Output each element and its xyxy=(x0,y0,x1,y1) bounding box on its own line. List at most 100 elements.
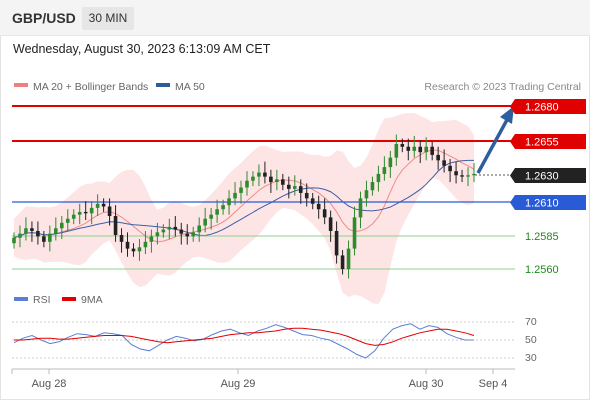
candle-body xyxy=(269,176,273,183)
x-axis: Aug 28 Aug 29 Aug 30 Sep 4 xyxy=(11,368,515,390)
candle-body xyxy=(430,146,434,155)
candle-body xyxy=(191,232,196,237)
legend-top: MA 20 + Bollinger Bands MA 50 Research ©… xyxy=(14,81,581,93)
candle-body xyxy=(71,214,76,219)
timeframe-badge[interactable]: 30 MIN xyxy=(82,7,134,30)
trend-arrow-head xyxy=(500,106,514,124)
rsi-panel: 70 50 30 xyxy=(12,316,537,364)
bollinger-band-area xyxy=(14,113,474,305)
ma9-legend-label: 9MA xyxy=(81,294,103,306)
candle-body xyxy=(18,233,22,238)
candle-body xyxy=(30,228,34,231)
candle-body xyxy=(221,205,225,210)
ma50-line xyxy=(13,159,474,239)
rsi-tick-50: 50 xyxy=(525,334,537,346)
candle-body xyxy=(83,211,88,214)
candle-body xyxy=(448,165,452,172)
candle-body xyxy=(340,255,345,269)
candle-body xyxy=(233,192,237,199)
candle-body xyxy=(101,203,106,207)
level-labels: 1.2680 1.2655 1.2630 1.2610 1.2585 1.256… xyxy=(510,99,586,276)
candle-body xyxy=(346,248,351,269)
level-badge-current xyxy=(515,168,586,183)
candle-body xyxy=(65,218,70,223)
candle-body xyxy=(424,146,429,153)
candle-body xyxy=(167,226,172,230)
candle-body xyxy=(370,182,375,191)
legend-bottom: RSI 9MA xyxy=(14,294,103,306)
symbol-title: GBP/USD xyxy=(12,10,76,26)
level-label-support-2: 1.2560 xyxy=(525,264,559,276)
x-tick-aug29: Aug 29 xyxy=(221,378,256,390)
level-label-pivot: 1.2610 xyxy=(525,198,559,210)
candle-body xyxy=(42,236,46,242)
level-label-1: 1.2680 xyxy=(525,102,559,114)
candle-body xyxy=(352,217,357,249)
candle-body xyxy=(239,187,243,193)
level-label-support-1: 1.2585 xyxy=(525,231,559,243)
x-tick-sep4: Sep 4 xyxy=(479,378,508,390)
candle-body xyxy=(316,203,321,210)
candle-body xyxy=(436,154,440,161)
candle-body xyxy=(36,230,40,237)
candle-body xyxy=(334,230,339,256)
candle-body xyxy=(215,209,219,215)
candle-body xyxy=(251,176,255,181)
candle-body xyxy=(466,175,470,177)
rsi-legend-swatch xyxy=(14,297,28,301)
rsi-line xyxy=(13,323,474,359)
candlesticks xyxy=(12,134,476,279)
ma20-line xyxy=(13,149,475,243)
candle-body xyxy=(107,206,112,217)
x-tick-aug28: Aug 28 xyxy=(32,378,67,390)
candle-body xyxy=(54,228,58,234)
candle-body xyxy=(275,179,279,183)
candle-body xyxy=(149,236,154,242)
candle-body xyxy=(287,184,291,189)
candle-body xyxy=(203,218,207,226)
candle-body xyxy=(454,171,458,176)
candle-body xyxy=(292,186,297,189)
level-badge-2 xyxy=(515,134,586,149)
ma9-legend-swatch xyxy=(62,297,76,301)
trend-arrow-shaft xyxy=(476,117,510,174)
candle-body xyxy=(328,217,333,231)
candle-body xyxy=(388,157,393,168)
candle-body xyxy=(209,214,213,219)
candle-body xyxy=(131,248,136,252)
candle-body xyxy=(77,211,82,215)
candle-body xyxy=(143,241,148,248)
candle-body xyxy=(125,241,130,249)
candle-body xyxy=(245,180,249,188)
candle-body xyxy=(364,190,369,199)
candle-body xyxy=(418,146,423,153)
candle-body xyxy=(263,172,267,177)
candle-body xyxy=(376,173,381,183)
candle-body xyxy=(304,192,309,199)
chart-header: GBP/USD 30 MIN xyxy=(0,0,590,36)
rsi-legend-label: RSI xyxy=(33,294,51,306)
candle-body xyxy=(113,216,118,236)
candle-body xyxy=(119,235,124,242)
candle-body xyxy=(173,226,178,230)
candle-body xyxy=(406,146,411,151)
candle-body xyxy=(179,229,184,234)
candle-body xyxy=(472,173,476,176)
candle-body xyxy=(382,167,387,174)
candle-body xyxy=(48,233,52,242)
trend-arrow xyxy=(476,106,514,174)
level-label-current: 1.2630 xyxy=(525,171,559,183)
candle-body xyxy=(412,146,417,151)
candle-body xyxy=(227,198,231,206)
level-badge-pivot xyxy=(515,195,586,210)
level-label-2: 1.2655 xyxy=(525,137,559,149)
candle-body xyxy=(281,179,285,185)
level-badge-1 xyxy=(515,99,586,114)
candle-body xyxy=(394,144,399,158)
candle-body xyxy=(442,160,446,166)
candle-body xyxy=(185,233,190,237)
candle-body xyxy=(59,222,64,229)
candle-body xyxy=(310,198,315,204)
candle-body xyxy=(257,172,261,177)
